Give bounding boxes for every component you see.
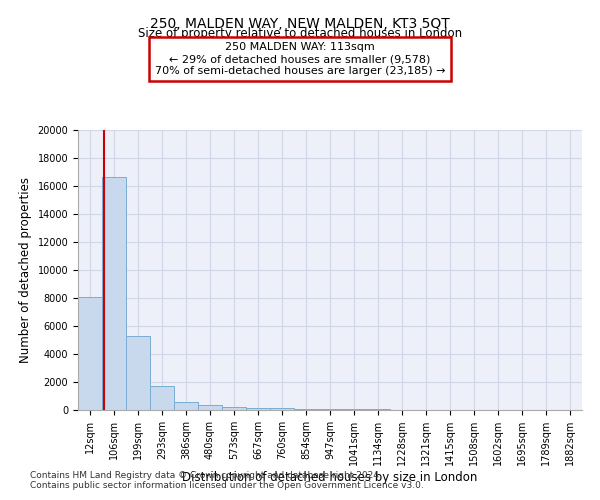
Y-axis label: Number of detached properties: Number of detached properties xyxy=(19,177,32,363)
Bar xyxy=(270,408,294,410)
X-axis label: Distribution of detached houses by size in London: Distribution of detached houses by size … xyxy=(182,471,478,484)
Text: 250, MALDEN WAY, NEW MALDEN, KT3 5QT: 250, MALDEN WAY, NEW MALDEN, KT3 5QT xyxy=(150,18,450,32)
Bar xyxy=(126,336,150,410)
Text: Contains HM Land Registry data © Crown copyright and database right 2024.: Contains HM Land Registry data © Crown c… xyxy=(30,470,382,480)
Bar xyxy=(222,407,246,410)
Text: Size of property relative to detached houses in London: Size of property relative to detached ho… xyxy=(138,28,462,40)
Bar xyxy=(174,402,198,410)
Text: Contains public sector information licensed under the Open Government Licence v3: Contains public sector information licen… xyxy=(30,480,424,490)
Text: 250 MALDEN WAY: 113sqm
← 29% of detached houses are smaller (9,578)
70% of semi-: 250 MALDEN WAY: 113sqm ← 29% of detached… xyxy=(155,42,445,76)
Bar xyxy=(198,406,222,410)
Bar xyxy=(294,408,318,410)
Bar xyxy=(246,408,270,410)
Bar xyxy=(102,177,126,410)
Bar xyxy=(78,298,102,410)
Bar xyxy=(318,409,342,410)
Bar xyxy=(150,386,174,410)
